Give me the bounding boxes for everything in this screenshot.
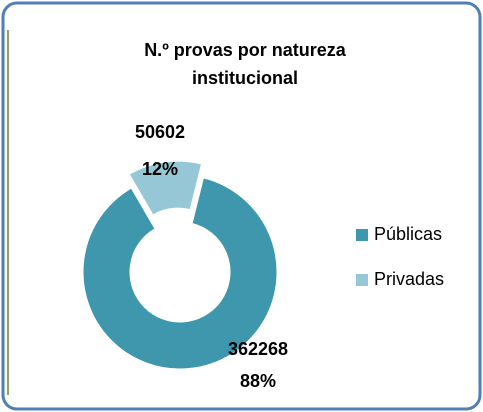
percent-label: 88% [240, 371, 276, 391]
legend-label: Privadas [374, 269, 444, 289]
donut-slice [128, 160, 203, 216]
data-label: 362268 [228, 339, 288, 359]
percent-label: 12% [142, 159, 178, 179]
legend-swatch [356, 274, 368, 286]
donut-slice [82, 177, 278, 370]
legend-label: Públicas [374, 224, 442, 244]
legend-swatch [356, 229, 368, 241]
data-label: 50602 [135, 122, 185, 142]
chart-title: N.º provas por natureza institucional [144, 40, 346, 88]
